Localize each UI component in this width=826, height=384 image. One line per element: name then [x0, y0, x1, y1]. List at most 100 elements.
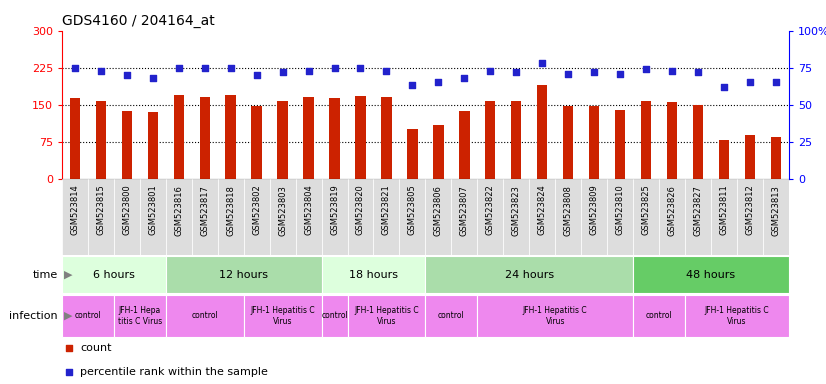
Text: GSM523810: GSM523810 — [615, 185, 624, 235]
Bar — [321, 295, 348, 337]
Bar — [244, 295, 321, 337]
Point — [63, 369, 76, 375]
Text: GSM523809: GSM523809 — [590, 185, 599, 235]
Text: control: control — [74, 311, 102, 320]
Bar — [763, 179, 789, 255]
Text: time: time — [32, 270, 58, 280]
Bar — [88, 179, 114, 255]
Point — [666, 68, 679, 74]
Bar — [633, 256, 789, 293]
Point — [328, 65, 341, 71]
Bar — [62, 179, 88, 255]
Bar — [477, 179, 503, 255]
Point — [432, 79, 445, 86]
Text: GSM523802: GSM523802 — [252, 185, 261, 235]
Point — [69, 65, 82, 71]
Text: ▶: ▶ — [64, 270, 72, 280]
Bar — [582, 179, 607, 255]
Bar — [425, 295, 477, 337]
Bar — [615, 109, 625, 179]
Point — [94, 68, 107, 74]
Text: GSM523804: GSM523804 — [304, 185, 313, 235]
Bar — [477, 295, 633, 337]
Bar — [667, 102, 677, 179]
Point — [198, 65, 211, 71]
Point — [406, 82, 419, 88]
Bar — [121, 111, 132, 179]
Text: JFH-1 Hepa
titis C Virus: JFH-1 Hepa titis C Virus — [117, 306, 162, 326]
Bar — [563, 106, 573, 179]
Text: GSM523823: GSM523823 — [512, 185, 520, 235]
Text: infection: infection — [9, 311, 58, 321]
Bar — [278, 101, 287, 179]
Bar — [485, 101, 496, 179]
Bar — [269, 179, 296, 255]
Point — [587, 69, 601, 75]
Bar — [69, 98, 80, 179]
Bar — [537, 85, 548, 179]
Point — [639, 66, 653, 72]
Bar — [225, 95, 236, 179]
Bar — [96, 101, 106, 179]
Bar — [693, 105, 703, 179]
Text: GSM523826: GSM523826 — [667, 185, 676, 235]
Bar — [719, 140, 729, 179]
Text: ▶: ▶ — [64, 311, 72, 321]
Point — [63, 346, 76, 352]
Text: 24 hours: 24 hours — [505, 270, 553, 280]
Bar — [296, 179, 321, 255]
Bar — [166, 179, 192, 255]
Text: GSM523817: GSM523817 — [200, 185, 209, 235]
Text: GSM523825: GSM523825 — [642, 185, 651, 235]
Text: control: control — [321, 311, 348, 320]
Text: control: control — [438, 311, 465, 320]
Bar — [348, 179, 373, 255]
Text: control: control — [192, 311, 218, 320]
Point — [146, 75, 159, 81]
Text: GSM523808: GSM523808 — [563, 185, 572, 235]
Bar — [62, 295, 114, 337]
Point — [562, 71, 575, 77]
Bar — [166, 295, 244, 337]
Bar — [321, 179, 348, 255]
Point — [614, 71, 627, 77]
Text: GSM523813: GSM523813 — [771, 185, 781, 235]
Text: 18 hours: 18 hours — [349, 270, 398, 280]
Bar — [148, 111, 158, 179]
Text: GSM523814: GSM523814 — [70, 185, 79, 235]
Bar — [140, 179, 166, 255]
Bar — [407, 129, 418, 179]
Bar — [166, 256, 321, 293]
Bar — [745, 135, 755, 179]
Point — [691, 69, 705, 75]
Text: GSM523827: GSM523827 — [694, 185, 702, 235]
Bar — [607, 179, 633, 255]
Text: GDS4160 / 204164_at: GDS4160 / 204164_at — [62, 14, 215, 28]
Text: GSM523818: GSM523818 — [226, 185, 235, 235]
Bar — [244, 179, 269, 255]
Point — [458, 75, 471, 81]
Bar — [459, 111, 469, 179]
Text: GSM523815: GSM523815 — [97, 185, 106, 235]
Text: count: count — [80, 343, 112, 354]
Bar — [711, 179, 737, 255]
Bar — [425, 179, 451, 255]
Text: GSM523811: GSM523811 — [719, 185, 729, 235]
Bar — [321, 256, 425, 293]
Point — [354, 65, 367, 71]
Text: JFH-1 Hepatitis C
Virus: JFH-1 Hepatitis C Virus — [354, 306, 419, 326]
Text: percentile rank within the sample: percentile rank within the sample — [80, 367, 268, 377]
Bar — [771, 137, 781, 179]
Bar — [685, 179, 711, 255]
Text: GSM523807: GSM523807 — [460, 185, 469, 235]
Bar — [659, 179, 685, 255]
Text: GSM523805: GSM523805 — [408, 185, 417, 235]
Bar — [348, 295, 425, 337]
Bar — [303, 97, 314, 179]
Bar — [114, 295, 166, 337]
Bar — [251, 106, 262, 179]
Bar — [511, 101, 521, 179]
Bar — [373, 179, 400, 255]
Text: GSM523821: GSM523821 — [382, 185, 391, 235]
Text: JFH-1 Hepatitis C
Virus: JFH-1 Hepatitis C Virus — [705, 306, 769, 326]
